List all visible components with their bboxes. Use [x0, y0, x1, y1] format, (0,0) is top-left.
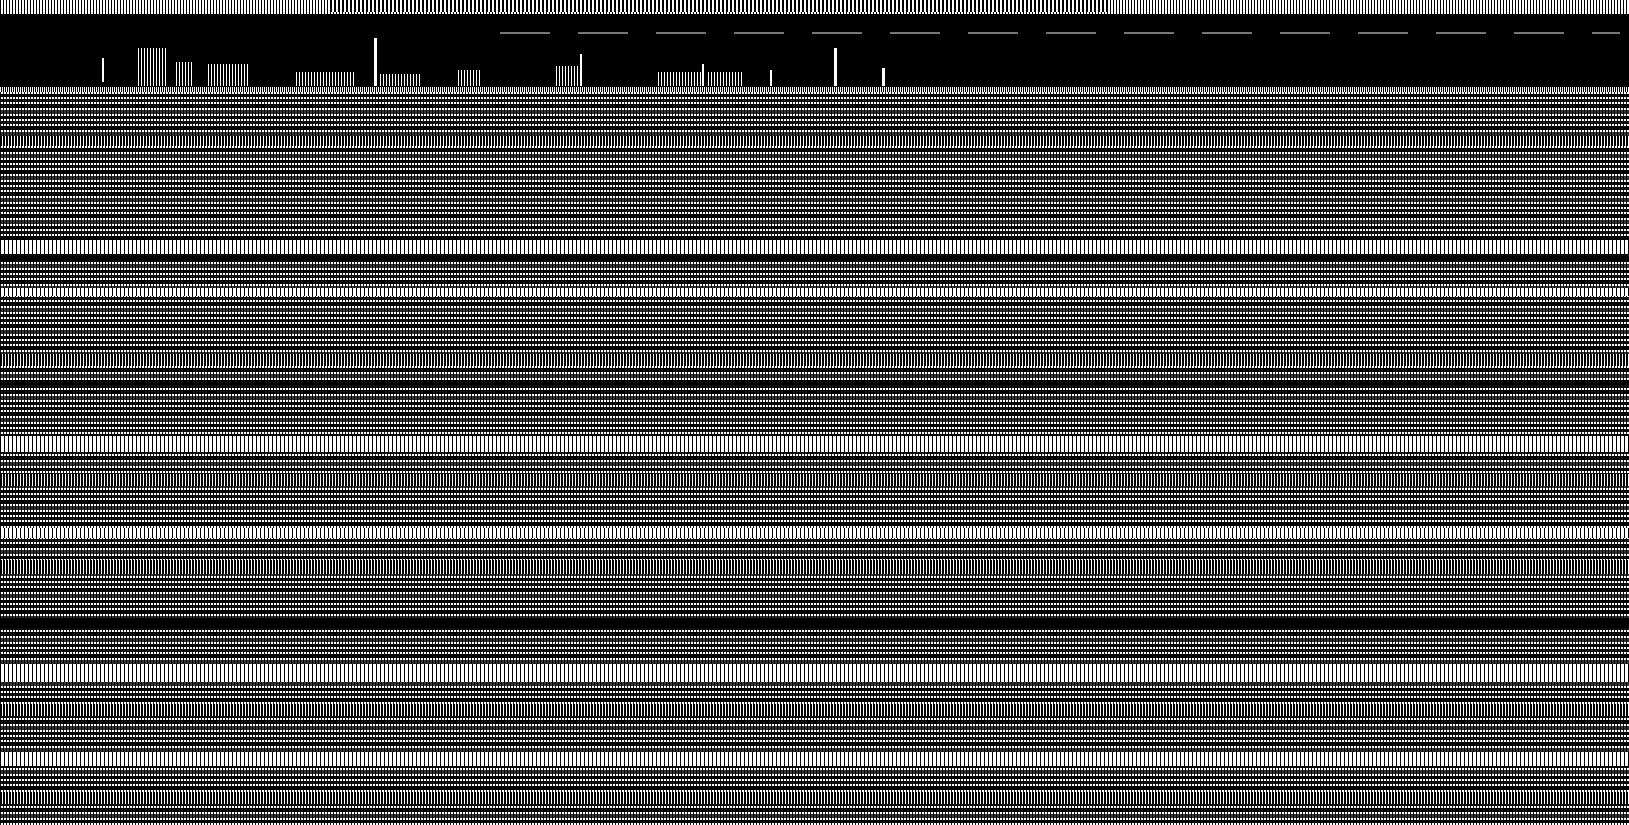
header-glyph-block — [658, 72, 702, 86]
tab-strip — [330, 0, 1110, 12]
stripe-band — [0, 136, 1629, 146]
top-banner — [0, 0, 1629, 14]
interference-area — [0, 92, 1629, 825]
stripe-band — [0, 704, 1629, 716]
stripe-band — [0, 528, 1629, 538]
header-glyph-block — [458, 70, 480, 86]
stripe-band — [0, 474, 1629, 486]
header-glyph — [580, 54, 582, 86]
stripe-band — [0, 752, 1629, 766]
header-glyph-block — [138, 48, 166, 86]
header-glyph — [882, 68, 885, 86]
header-glyph-block — [380, 74, 420, 86]
stripe-band — [0, 240, 1629, 254]
stripe-band — [0, 256, 1629, 260]
header-glyph-block — [176, 62, 194, 86]
header-glyph-block — [556, 66, 580, 86]
stripe-band — [0, 354, 1629, 366]
header-glyph — [702, 64, 704, 86]
header-glyph — [834, 48, 837, 86]
stripe-band — [0, 792, 1629, 804]
header-band — [0, 14, 1629, 92]
header-glyph-block — [296, 72, 356, 86]
stripe-band — [0, 664, 1629, 682]
stripe-band — [0, 436, 1629, 452]
stripe-band — [0, 618, 1629, 628]
header-glyph-block — [708, 72, 744, 86]
stripe-band — [0, 288, 1629, 296]
header-dash-row — [500, 32, 1620, 34]
header-glyph — [770, 70, 772, 86]
stripe-band — [0, 560, 1629, 574]
header-baseline — [0, 87, 1629, 92]
header-glyph — [102, 58, 104, 82]
stripe-band — [0, 382, 1629, 385]
header-glyph — [374, 38, 377, 86]
header-glyph-block — [208, 64, 250, 86]
